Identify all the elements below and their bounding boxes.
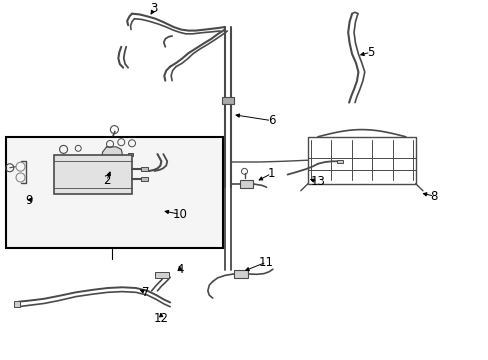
Bar	[239, 180, 253, 188]
Bar	[54, 155, 132, 194]
Text: 5: 5	[366, 46, 374, 59]
Text: 7: 7	[142, 286, 149, 299]
Text: 12: 12	[154, 312, 168, 325]
Bar	[233, 270, 248, 278]
Text: 3: 3	[150, 3, 158, 15]
Bar	[221, 97, 233, 104]
Bar	[14, 301, 20, 307]
Polygon shape	[102, 147, 122, 161]
Text: 1: 1	[267, 167, 275, 180]
Text: 4: 4	[176, 263, 183, 276]
Bar	[6, 137, 223, 248]
Text: 8: 8	[429, 190, 437, 203]
Text: 13: 13	[310, 175, 325, 188]
Bar	[154, 272, 169, 278]
Bar	[87, 157, 94, 160]
Bar	[141, 167, 147, 171]
Text: 10: 10	[172, 208, 187, 221]
Text: 2: 2	[102, 174, 110, 187]
Bar	[307, 137, 415, 184]
Bar	[141, 177, 147, 181]
Text: 11: 11	[259, 256, 273, 269]
Bar	[128, 153, 133, 156]
Text: 9: 9	[25, 194, 33, 207]
Bar	[337, 160, 343, 163]
Text: 6: 6	[267, 114, 275, 127]
